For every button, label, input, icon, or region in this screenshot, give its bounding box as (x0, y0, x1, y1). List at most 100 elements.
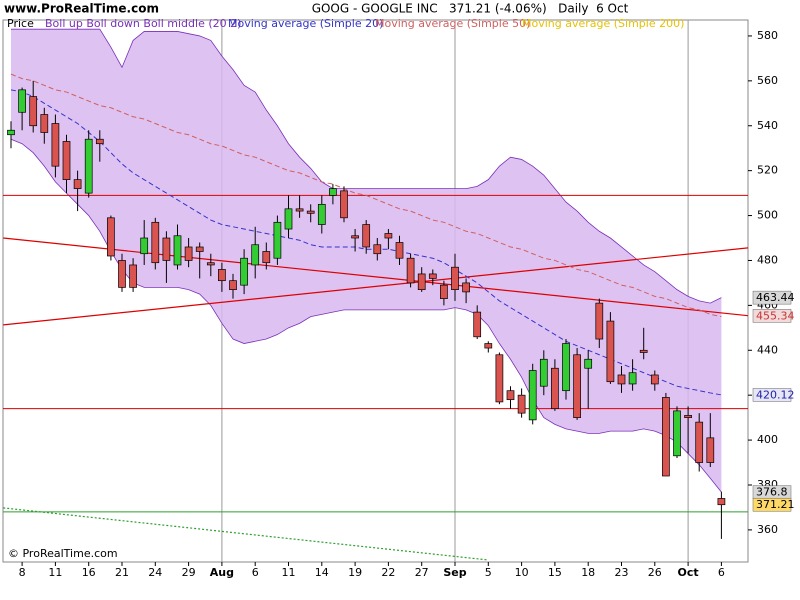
candle-body (684, 415, 692, 418)
candle-body (295, 208, 304, 212)
candle-body (29, 96, 38, 127)
candle-body (451, 266, 459, 291)
legend-entry: Moving average (Simple 50) (375, 17, 530, 30)
candle-body (628, 372, 637, 385)
candle-body (506, 390, 515, 401)
x-tick-label: 29 (182, 566, 196, 579)
candle-body (650, 374, 659, 385)
candle-body (62, 141, 71, 180)
y-tick-label: 480 (757, 253, 778, 266)
x-tick-label: 24 (148, 566, 162, 579)
x-tick-label: 5 (485, 566, 492, 579)
candle-body (251, 244, 260, 266)
price-tag (752, 497, 792, 512)
candle-body (551, 367, 559, 410)
y-tick-label: 440 (757, 343, 778, 356)
x-tick-label: 11 (282, 566, 296, 579)
candle-body (229, 280, 237, 291)
candle-body (706, 437, 715, 463)
candle-body (495, 354, 504, 403)
legend-entry: Moving average (Simple 20) (228, 17, 383, 30)
copyright: © ProRealTime.com (8, 547, 118, 560)
candle-body (695, 421, 704, 463)
candle-body (273, 221, 282, 259)
candle-body (173, 235, 182, 266)
plot-area (3, 20, 748, 562)
candle-body (662, 397, 670, 477)
candle-body (617, 374, 626, 385)
price-tag-label: 455.34 (756, 309, 795, 322)
candle-body (440, 284, 448, 299)
candle-body (639, 349, 648, 353)
x-tick-label: Oct (678, 566, 699, 579)
x-tick-label: 27 (415, 566, 429, 579)
y-tick-label: 520 (757, 164, 778, 177)
bollinger-upper (11, 28, 722, 304)
moving-average (10, 89, 722, 396)
candle-body (384, 233, 393, 239)
price-tag (752, 290, 792, 305)
trend-line (3, 237, 748, 317)
chart-title: GOOG - GOOGLE INC 371.21 (-4.06%) Daily … (312, 2, 629, 16)
candle-body (51, 123, 60, 167)
y-tick-label: 560 (757, 74, 778, 87)
candle-body (329, 188, 337, 196)
x-tick-label: 26 (648, 566, 662, 579)
x-tick-label: 23 (615, 566, 629, 579)
price-tag-label: 371.21 (756, 498, 795, 511)
x-tick-label: 15 (548, 566, 562, 579)
x-tick-label: 6 (718, 566, 725, 579)
y-tick-label: 400 (757, 433, 778, 446)
x-tick-label: 22 (381, 566, 395, 579)
candle-body (717, 498, 726, 506)
candle-body (262, 251, 271, 264)
candle-body (240, 257, 248, 286)
x-tick-label: 6 (252, 566, 259, 579)
x-tick-label: Aug (210, 566, 234, 579)
candle-body (317, 203, 326, 225)
candle-body (528, 370, 537, 421)
candle-body (362, 224, 371, 248)
candle-body (484, 343, 493, 349)
moving-average (10, 73, 722, 318)
x-tick-label: 18 (581, 566, 595, 579)
candle-body (218, 269, 226, 282)
candle-body (151, 221, 160, 264)
candle-body (417, 273, 426, 291)
site-name: www.ProRealTime.com (4, 2, 159, 16)
candle-body (673, 410, 681, 457)
candle-body (107, 217, 115, 257)
candle-body (40, 114, 49, 133)
candle-body (573, 354, 581, 418)
candle-body (539, 358, 548, 387)
trend-line (3, 507, 489, 561)
y-tick-label: 360 (757, 523, 778, 536)
y-tick-label: 540 (757, 119, 778, 132)
candle-body (428, 273, 437, 279)
candle-body (129, 264, 137, 288)
candle-body (373, 244, 382, 255)
legend-entry: Boll up Boll down Boll middle (20 2) (45, 17, 241, 30)
y-tick-label: 500 (757, 209, 778, 222)
candle-body (473, 311, 482, 338)
x-tick-label: 21 (115, 566, 129, 579)
candle-body (562, 343, 570, 392)
price-tag-label: 420.12 (756, 388, 795, 401)
candle-body (206, 262, 215, 266)
trend-line (3, 247, 748, 326)
candle-body (406, 257, 415, 284)
candle-body (517, 394, 526, 414)
x-tick-label: Sep (443, 566, 466, 579)
candle-body (140, 237, 149, 255)
price-tag (752, 388, 792, 402)
candle-body (95, 138, 104, 145)
price-tag-label: 463.44 (756, 291, 795, 304)
x-tick-label: 14 (315, 566, 329, 579)
x-tick-label: 10 (515, 566, 529, 579)
legend-entry: Moving average (Simple 200) (522, 17, 684, 30)
candle-body (595, 302, 604, 340)
candle-body (340, 190, 348, 219)
price-tag-label: 376.8 (756, 486, 788, 499)
candle-body (18, 89, 26, 113)
candle-body (7, 129, 15, 136)
